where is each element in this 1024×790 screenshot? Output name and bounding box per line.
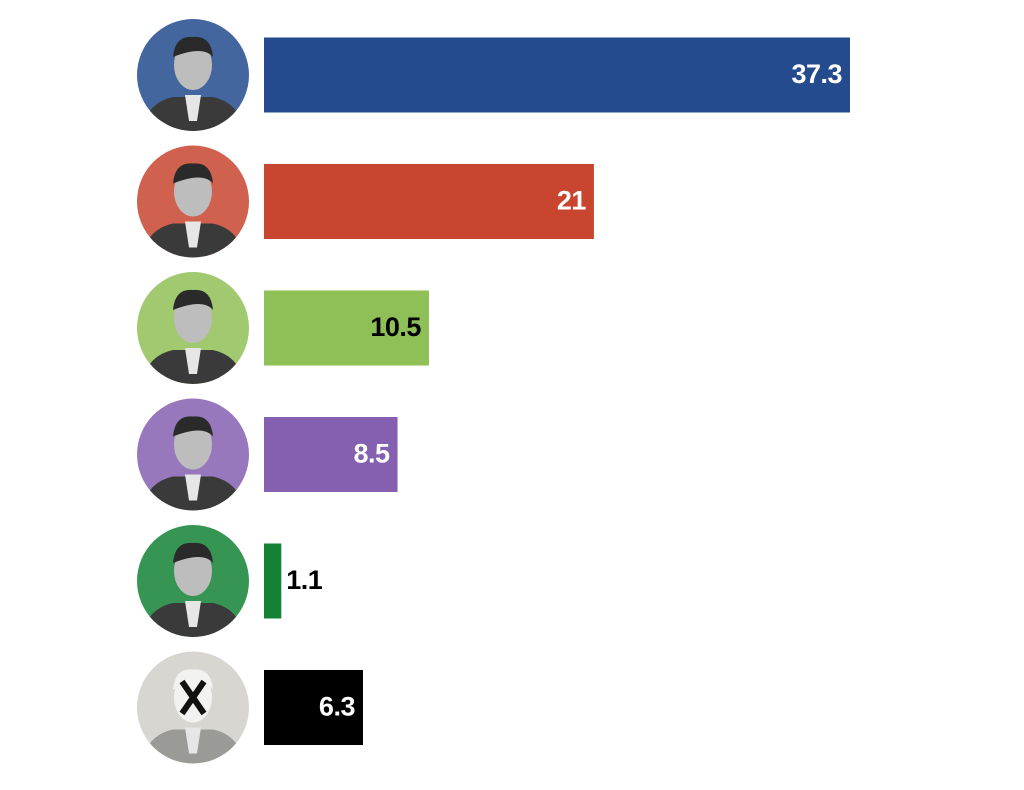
bar [264,670,363,745]
bars: 37.3 21 10.5 8.5 1.1 6.3 [264,37,850,745]
avatars [137,19,249,764]
value-label: 37.3 [791,59,842,89]
value-label: 8.5 [353,439,390,469]
value-label: 1.1 [286,565,323,595]
value-label: 10.5 [370,312,421,342]
avatar [137,272,249,384]
bar [264,290,429,366]
bar [264,37,850,113]
bar [264,543,282,619]
value-label: 21 [557,186,587,216]
avatar [137,145,249,258]
value-label: 6.3 [319,692,356,722]
avatar [137,19,249,131]
avatar [137,651,249,764]
avatar [137,525,249,637]
bar [264,417,398,492]
bar [264,164,594,239]
avatar [137,398,249,511]
